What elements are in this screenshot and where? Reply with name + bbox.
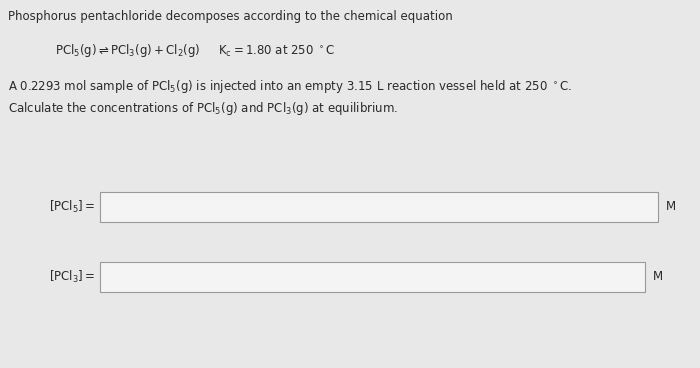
Text: M: M [653, 270, 663, 283]
Text: Phosphorus pentachloride decomposes according to the chemical equation: Phosphorus pentachloride decomposes acco… [8, 10, 453, 23]
FancyBboxPatch shape [100, 262, 645, 292]
Text: $\mathrm{Calculate\ the\ concentrations\ of\ PCl_5(g)\ and\ PCl_3(g)\ at\ equili: $\mathrm{Calculate\ the\ concentrations\… [8, 100, 398, 117]
FancyBboxPatch shape [100, 192, 658, 222]
Text: $\mathrm{A\ 0.2293\ mol\ sample\ of\ PCl_5(g)\ is\ injected\ into\ an\ empty\ 3.: $\mathrm{A\ 0.2293\ mol\ sample\ of\ PCl… [8, 78, 572, 95]
Text: $\mathrm{[PCl_3] =}$: $\mathrm{[PCl_3] =}$ [49, 269, 95, 285]
Text: $\mathrm{[PCl_5] =}$: $\mathrm{[PCl_5] =}$ [49, 199, 95, 215]
Text: M: M [666, 201, 676, 213]
Text: $\mathrm{PCl_5(g) \rightleftharpoons PCl_3(g) + Cl_2(g)}$     $\mathrm{K_c = 1.8: $\mathrm{PCl_5(g) \rightleftharpoons PCl… [55, 42, 335, 59]
